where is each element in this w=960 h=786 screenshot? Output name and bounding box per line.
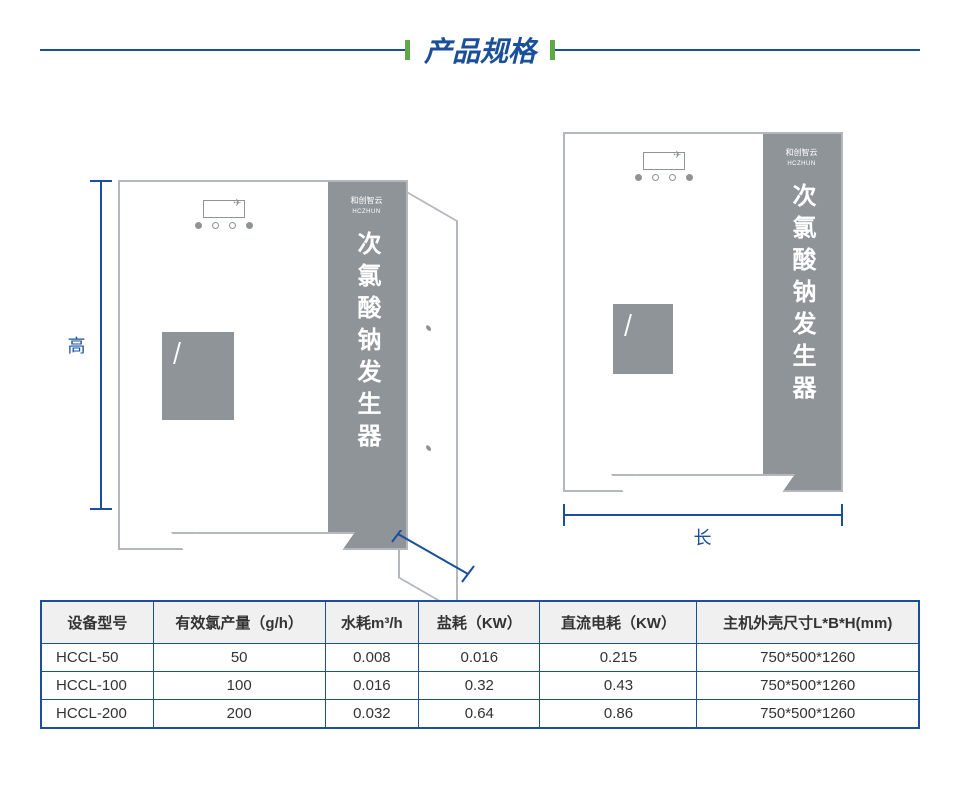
- foot-cutout: [633, 474, 773, 492]
- table-cell: 0.032: [325, 700, 419, 729]
- side-panel: 和创智云 HCZHUN 次氯酸钠发生器: [763, 134, 841, 490]
- table-cell: 750*500*1260: [697, 672, 919, 700]
- diagram-front: 和创智云 HCZHUN 次氯酸钠发生器 长: [563, 132, 843, 550]
- middle-panel: [162, 332, 234, 420]
- table-row: HCCL-50500.0080.0160.215750*500*1260: [41, 644, 919, 672]
- knob-icon: [212, 222, 219, 229]
- machine-display: [138, 200, 310, 236]
- middle-panel: [613, 304, 673, 374]
- table-body: HCCL-50500.0080.0160.215750*500*1260HCCL…: [41, 644, 919, 729]
- table-cell: 0.215: [540, 644, 697, 672]
- table-cell: 0.008: [325, 644, 419, 672]
- knob-icon: [195, 222, 202, 229]
- table-cell: 200: [153, 700, 325, 729]
- title-rule-right: [555, 49, 920, 51]
- dimension-length-label: 长: [563, 524, 843, 550]
- dimension-length-line: [563, 514, 843, 516]
- knob-icon: [652, 174, 659, 181]
- table-cell: 0.86: [540, 700, 697, 729]
- arrow-icon: [173, 342, 199, 364]
- knob-icon: [229, 222, 236, 229]
- foot-cutout: [193, 532, 333, 550]
- knob-row: [583, 174, 745, 181]
- table-cell: 750*500*1260: [697, 700, 919, 729]
- machine-body: 和创智云 HCZHUN 次氯酸钠发生器: [563, 132, 843, 492]
- table-column-header: 有效氯产量（g/h）: [153, 601, 325, 644]
- machine-body: 和创智云 HCZHUN 次氯酸钠发生器: [118, 180, 408, 550]
- side-panel: 和创智云 HCZHUN 次氯酸钠发生器: [328, 182, 406, 548]
- section-title: 产品规格: [40, 30, 920, 70]
- table-column-header: 主机外壳尺寸L*B*H(mm): [697, 601, 919, 644]
- table-cell: 750*500*1260: [697, 644, 919, 672]
- table-cell: 0.32: [419, 672, 540, 700]
- table-row: HCCL-2002000.0320.640.86750*500*1260: [41, 700, 919, 729]
- table-row: HCCL-1001000.0160.320.43750*500*1260: [41, 672, 919, 700]
- knob-icon: [635, 174, 642, 181]
- machine-display: [583, 152, 745, 188]
- machine-iso: 和创智云 HCZHUN 次氯酸钠发生器: [118, 180, 408, 550]
- brand-sub: HCZHUN: [352, 209, 380, 215]
- brand-logo: 和创智云 HCZHUN: [351, 196, 383, 217]
- table-cell: 0.64: [419, 700, 540, 729]
- arrow-icon: [624, 314, 650, 336]
- title-rule-left: [40, 49, 405, 51]
- title-text: 产品规格: [410, 30, 550, 70]
- brand-name: 和创智云: [786, 148, 818, 157]
- table-cell: 0.016: [325, 672, 419, 700]
- brand-sub: HCZHUN: [787, 161, 815, 167]
- knob-icon: [686, 174, 693, 181]
- table-cell: 100: [153, 672, 325, 700]
- knob-icon: [669, 174, 676, 181]
- table-header: 设备型号有效氯产量（g/h）水耗m³/h盐耗（KW）直流电耗（KW）主机外壳尺寸…: [41, 601, 919, 644]
- side-label: 次氯酸钠发生器: [349, 231, 384, 455]
- table-cell: HCCL-100: [41, 672, 153, 700]
- dimension-height-line: [100, 180, 102, 510]
- table-column-header: 水耗m³/h: [325, 601, 419, 644]
- table-column-header: 直流电耗（KW）: [540, 601, 697, 644]
- table-cell: 0.43: [540, 672, 697, 700]
- table-cell: HCCL-50: [41, 644, 153, 672]
- table-cell: HCCL-200: [41, 700, 153, 729]
- dimension-depth: [390, 530, 476, 590]
- screen-icon: [203, 200, 245, 218]
- knob-row: [138, 222, 310, 229]
- screen-icon: [643, 152, 685, 170]
- dimension-length: 长: [563, 514, 843, 550]
- table-cell: 0.016: [419, 644, 540, 672]
- knob-icon: [246, 222, 253, 229]
- diagram-area: 高: [40, 110, 920, 550]
- side-label: 次氯酸钠发生器: [784, 183, 819, 407]
- diagram-iso: 高: [118, 180, 408, 550]
- side-dot: [426, 324, 431, 332]
- spec-table: 设备型号有效氯产量（g/h）水耗m³/h盐耗（KW）直流电耗（KW）主机外壳尺寸…: [40, 600, 920, 729]
- dimension-height-label: 高: [68, 332, 86, 358]
- brand-logo: 和创智云 HCZHUN: [786, 148, 818, 169]
- side-dot: [426, 444, 431, 452]
- table-column-header: 设备型号: [41, 601, 153, 644]
- brand-name: 和创智云: [351, 196, 383, 205]
- table-cell: 50: [153, 644, 325, 672]
- table-column-header: 盐耗（KW）: [419, 601, 540, 644]
- machine-front: 和创智云 HCZHUN 次氯酸钠发生器: [563, 132, 843, 492]
- dimension-height: 高: [68, 180, 102, 510]
